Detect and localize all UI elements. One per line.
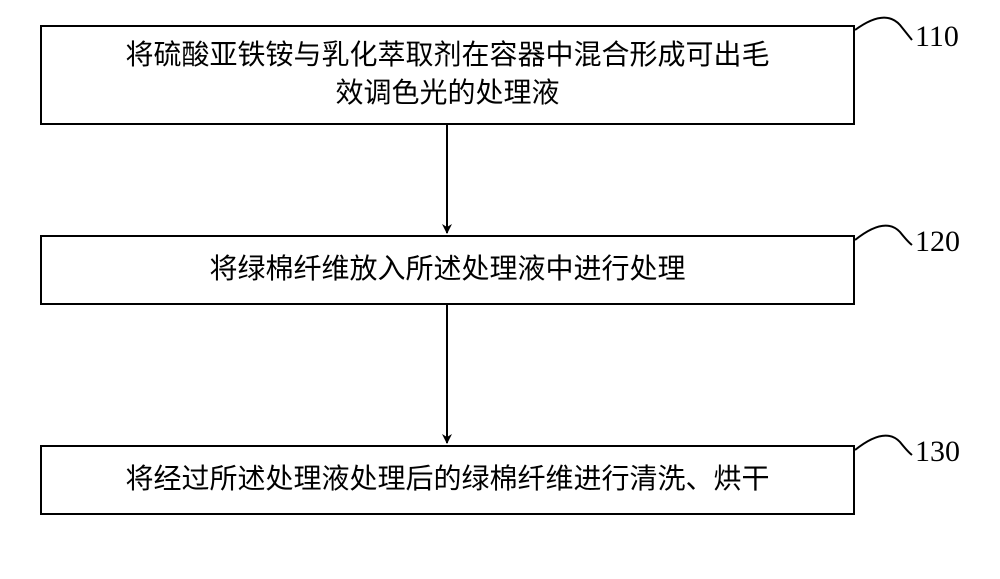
- callout-120: [855, 226, 912, 245]
- flow-step-130-text: 将经过所述处理液处理后的绿棉纤维进行清洗、烘干: [125, 461, 769, 499]
- flow-step-130-label: 130: [915, 435, 960, 469]
- flowchart-canvas: 将硫酸亚铁铵与乳化萃取剂在容器中混合形成可出毛 效调色光的处理液 110 将绿棉…: [0, 0, 1000, 579]
- flow-step-120: 将绿棉纤维放入所述处理液中进行处理: [40, 235, 855, 305]
- flow-step-130: 将经过所述处理液处理后的绿棉纤维进行清洗、烘干: [40, 445, 855, 515]
- flow-step-120-label: 120: [915, 225, 960, 259]
- callout-130: [855, 436, 912, 455]
- flow-step-110-text: 将硫酸亚铁铵与乳化萃取剂在容器中混合形成可出毛 效调色光的处理液: [125, 37, 769, 113]
- flow-step-120-text: 将绿棉纤维放入所述处理液中进行处理: [209, 251, 685, 289]
- flow-step-110: 将硫酸亚铁铵与乳化萃取剂在容器中混合形成可出毛 效调色光的处理液: [40, 25, 855, 125]
- callout-110: [855, 18, 912, 40]
- flow-step-110-label: 110: [915, 20, 959, 54]
